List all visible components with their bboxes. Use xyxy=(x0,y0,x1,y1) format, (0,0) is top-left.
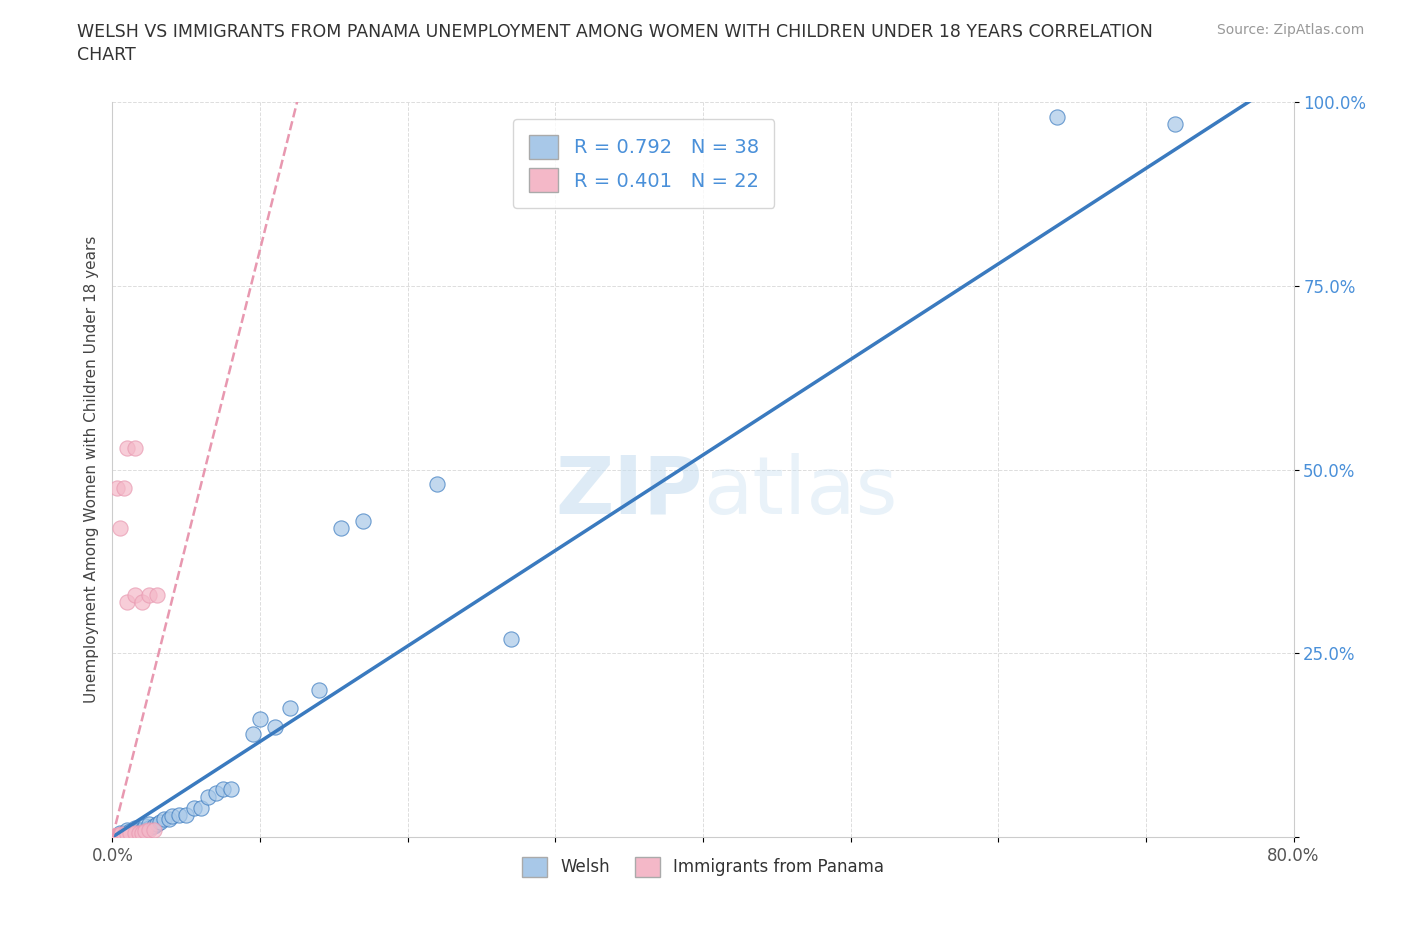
Point xyxy=(117,594,138,609)
Point xyxy=(112,481,135,496)
Point xyxy=(264,720,287,735)
Point xyxy=(108,521,131,536)
Point xyxy=(128,825,150,840)
Text: ZIP: ZIP xyxy=(555,453,703,531)
Point xyxy=(138,587,160,602)
Point xyxy=(134,824,156,839)
Point xyxy=(124,440,146,455)
Point xyxy=(138,822,160,837)
Point xyxy=(219,782,242,797)
Point xyxy=(146,587,169,602)
Text: CHART: CHART xyxy=(77,46,136,64)
Point xyxy=(190,800,212,815)
Point xyxy=(197,790,219,804)
Point xyxy=(352,513,374,528)
Point xyxy=(167,807,190,822)
Point xyxy=(124,587,146,602)
Point xyxy=(501,631,523,646)
Point xyxy=(330,521,353,536)
Point xyxy=(212,782,235,797)
Point xyxy=(124,821,146,836)
Point xyxy=(124,826,146,841)
Point xyxy=(117,822,138,837)
Point xyxy=(112,826,135,841)
Legend: Welsh, Immigrants from Panama: Welsh, Immigrants from Panama xyxy=(515,850,891,883)
Point xyxy=(174,807,197,822)
Point xyxy=(138,817,160,831)
Point xyxy=(124,824,146,839)
Point xyxy=(153,811,176,826)
Point xyxy=(249,712,271,727)
Point xyxy=(278,701,301,716)
Point xyxy=(107,828,129,843)
Point xyxy=(131,594,153,609)
Point xyxy=(138,821,160,836)
Point xyxy=(134,818,156,833)
Point xyxy=(1164,117,1187,132)
Point xyxy=(120,824,142,839)
Point xyxy=(142,822,165,837)
Point xyxy=(117,827,138,842)
Point xyxy=(120,826,142,841)
Point xyxy=(128,822,150,837)
Point xyxy=(104,828,127,843)
Y-axis label: Unemployment Among Women with Children Under 18 years: Unemployment Among Women with Children U… xyxy=(83,236,98,703)
Point xyxy=(112,828,135,843)
Point xyxy=(105,481,128,496)
Point xyxy=(242,726,264,741)
Point xyxy=(426,477,449,492)
Point xyxy=(205,786,228,801)
Point xyxy=(149,815,172,830)
Point xyxy=(183,800,205,815)
Point xyxy=(110,827,132,842)
Point xyxy=(117,826,138,841)
Point xyxy=(157,811,180,826)
Point xyxy=(160,809,183,824)
Text: WELSH VS IMMIGRANTS FROM PANAMA UNEMPLOYMENT AMONG WOMEN WITH CHILDREN UNDER 18 : WELSH VS IMMIGRANTS FROM PANAMA UNEMPLOY… xyxy=(77,23,1153,41)
Point xyxy=(134,822,156,837)
Point xyxy=(146,817,169,831)
Point xyxy=(1046,110,1069,125)
Point xyxy=(117,440,138,455)
Point xyxy=(142,818,165,833)
Point xyxy=(131,822,153,837)
Point xyxy=(108,826,131,841)
Text: Source: ZipAtlas.com: Source: ZipAtlas.com xyxy=(1216,23,1364,37)
Point xyxy=(308,683,330,698)
Text: atlas: atlas xyxy=(703,453,897,531)
Point xyxy=(131,825,153,840)
